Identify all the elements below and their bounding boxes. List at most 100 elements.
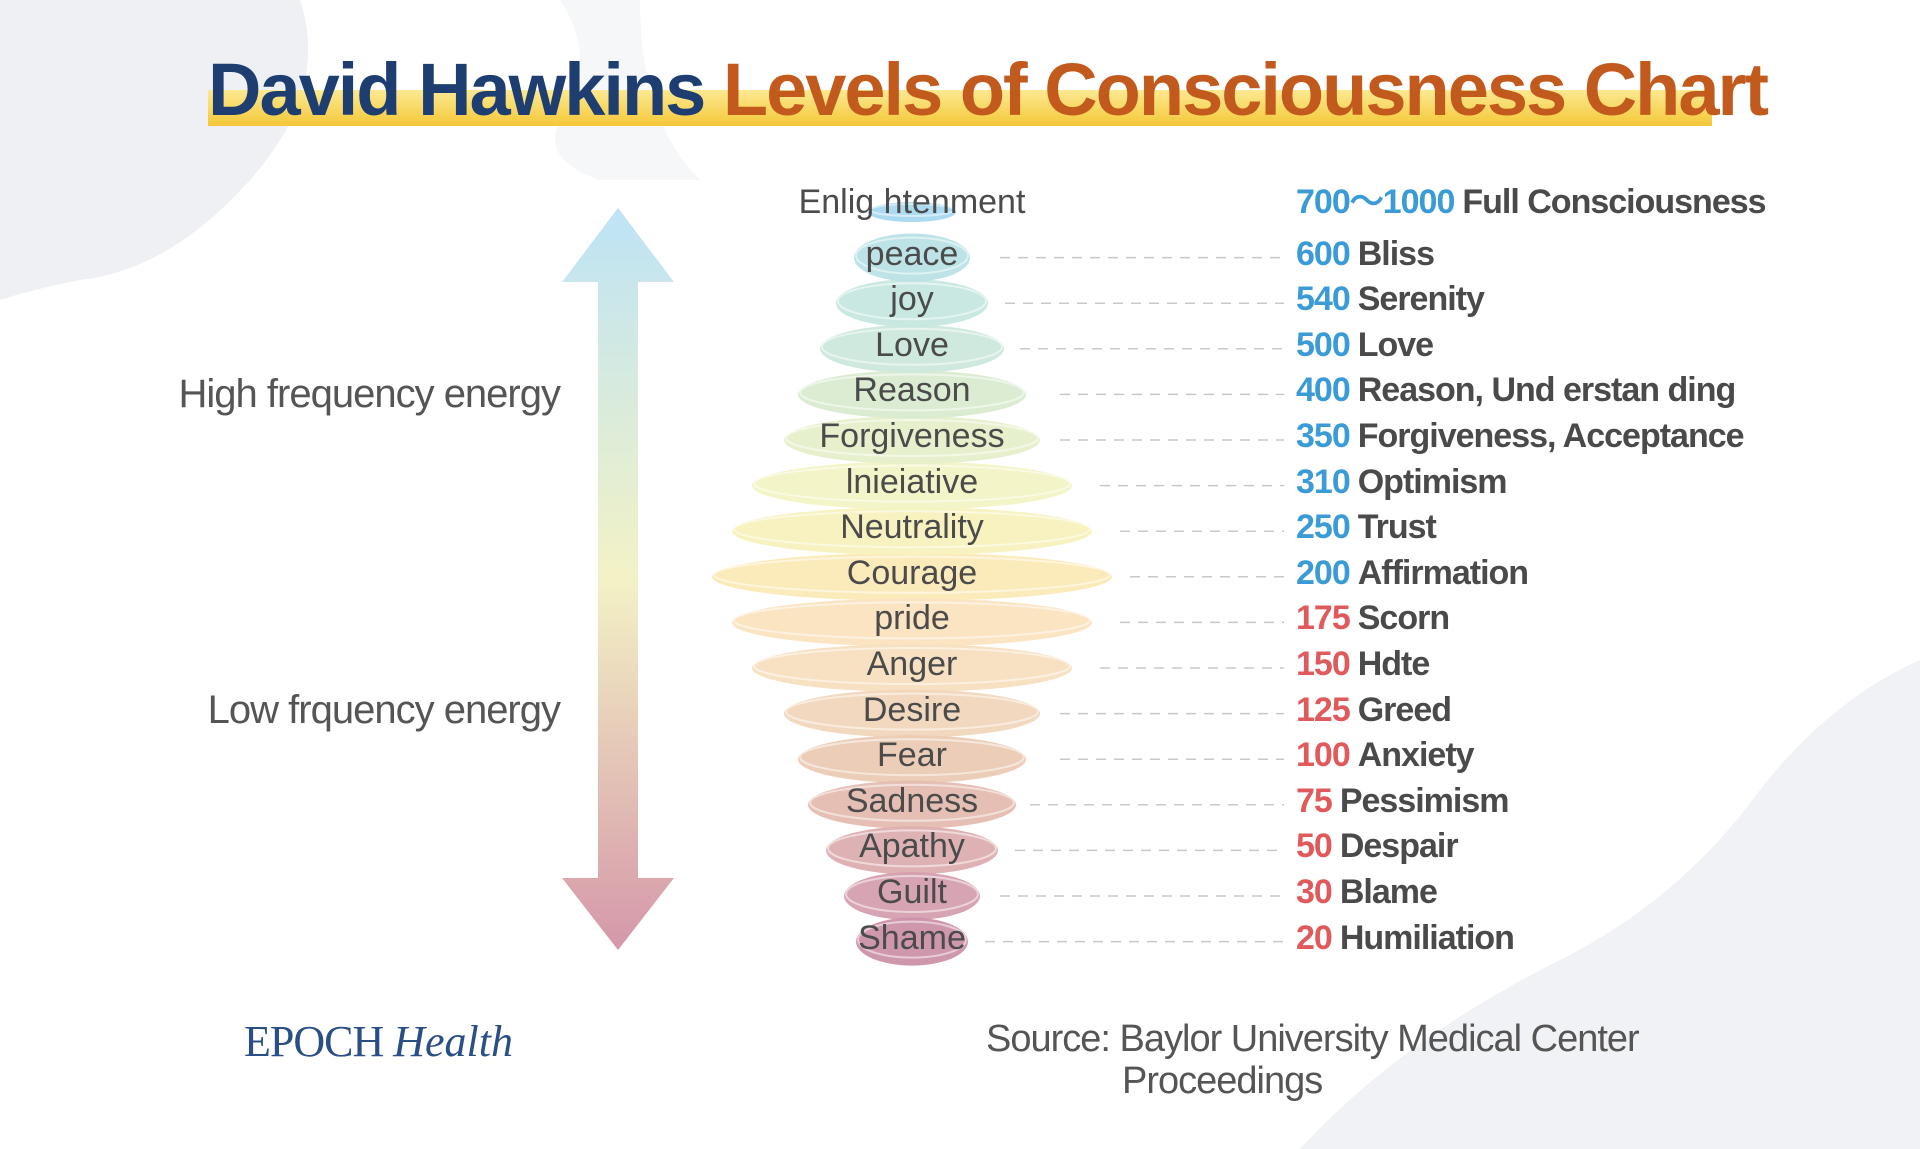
calibration-description: Despair: [1339, 827, 1459, 866]
calibration-row: 150 Hdte: [1296, 644, 1430, 684]
calibration-description: Full Consciousness: [1462, 183, 1766, 221]
calibration-row: 20 Humiliation: [1296, 918, 1515, 958]
level-disc-rim-15: [845, 875, 979, 913]
level-label: Anger: [866, 645, 958, 683]
calibration-value: 30: [1296, 873, 1333, 911]
level-label: Courage: [846, 553, 978, 592]
level-disc-14: [826, 826, 998, 875]
calibration-description: Pessimism: [1339, 781, 1510, 820]
level-disc-rim-4: [799, 373, 1025, 412]
source-credit: Source: Baylor University Medical Center…: [986, 1018, 1640, 1102]
level-disc-13: [808, 780, 1016, 829]
level-label: Neutrality: [840, 508, 984, 547]
level-disc-rim-13: [809, 783, 1015, 822]
level-label: Desire: [862, 690, 962, 729]
level-disc-rim-1: [855, 236, 969, 275]
level-label: Sadness: [845, 781, 979, 820]
calibration-row: 100 Anxiety: [1296, 735, 1475, 775]
source-line-2: Proceedings: [1122, 1060, 1323, 1102]
level-disc-rim-6: [753, 464, 1071, 503]
calibration-value: 600: [1296, 234, 1351, 273]
level-disc-3: [820, 324, 1004, 373]
title-part-2: Levels of Consciousness Chart: [722, 48, 1769, 131]
level-disc-rim-2: [837, 282, 987, 321]
calibration-value: 20: [1296, 918, 1333, 957]
calibration-row: 175 Scorn: [1296, 598, 1450, 638]
level-disc-12: [798, 735, 1026, 784]
calibration-description: Anxiety: [1357, 736, 1475, 775]
calibration-description: Reason, Und erstan ding: [1357, 371, 1736, 410]
level-disc-11: [784, 689, 1040, 738]
page-title: David Hawkins Levels of Consciousness Ch…: [208, 48, 1769, 132]
level-label: joy: [890, 280, 934, 319]
calibration-value: 150: [1296, 645, 1351, 683]
level-disc-6: [752, 461, 1072, 510]
calibration-description: Affirmation: [1357, 553, 1529, 592]
level-label: Enlig htenment: [798, 183, 1026, 221]
calibration-description: Scorn: [1357, 599, 1450, 638]
level-disc-15: [844, 872, 980, 920]
epoch-health-logo: EPOCH Health: [244, 1016, 513, 1067]
high-frequency-label: High frequency energy: [178, 372, 561, 416]
calibration-description: Bliss: [1357, 234, 1435, 273]
level-label: pride: [874, 599, 950, 638]
calibration-value: 540: [1296, 280, 1351, 319]
level-disc-2: [836, 279, 988, 328]
title-part-1: David Hawkins: [208, 48, 706, 131]
calibration-row: 600 Bliss: [1296, 234, 1435, 274]
level-label: Apathy: [859, 827, 965, 866]
level-disc-rim-11: [785, 692, 1039, 731]
calibration-row: 50 Despair: [1296, 826, 1459, 866]
level-disc-10: [752, 644, 1072, 692]
frequency-double-arrow: [562, 208, 674, 950]
calibration-row: 75 Pessimism: [1296, 781, 1509, 821]
level-disc-rim-9: [733, 601, 1091, 640]
calibration-row: 350 Forgiveness, Acceptance: [1296, 416, 1745, 456]
source-line-1: Source: Baylor University Medical Center: [986, 1018, 1640, 1060]
calibration-row: 400 Reason, Und erstan ding: [1296, 370, 1736, 410]
logo-part-1: EPOCH: [244, 1017, 384, 1066]
level-label: Love: [875, 325, 949, 364]
calibration-value: 50: [1296, 827, 1333, 866]
calibration-value: 175: [1296, 599, 1351, 638]
calibration-row: 540 Serenity: [1296, 279, 1485, 319]
calibration-value: 75: [1296, 781, 1333, 820]
level-disc-rim-8: [713, 555, 1111, 594]
level-label: Fear: [877, 736, 947, 775]
calibration-value: 400: [1296, 371, 1351, 410]
level-disc-rim-14: [827, 829, 997, 868]
calibration-description: Blame: [1339, 873, 1438, 911]
calibration-value: 310: [1296, 462, 1351, 501]
calibration-description: Love: [1357, 325, 1434, 364]
calibration-description: Forgiveness, Acceptance: [1357, 417, 1745, 455]
level-disc-9: [732, 598, 1092, 647]
level-label: Forgiveness: [819, 417, 1005, 455]
calibration-description: Greed: [1357, 690, 1452, 729]
level-disc-rim-7: [733, 510, 1091, 549]
calibration-row: 250 Trust: [1296, 507, 1437, 547]
level-disc-0: [868, 202, 956, 222]
calibration-row: 200 Affirmation: [1296, 553, 1529, 593]
calibration-description: Optimism: [1357, 462, 1508, 501]
calibration-value: 350: [1296, 417, 1351, 455]
calibration-value: 200: [1296, 553, 1351, 592]
calibration-value: 500: [1296, 325, 1351, 364]
calibration-value: 250: [1296, 508, 1351, 547]
level-disc-rim-3: [821, 327, 1003, 366]
calibration-description: Trust: [1357, 508, 1437, 547]
calibration-value: 700～1000: [1296, 183, 1455, 221]
level-disc-rim-5: [785, 419, 1039, 457]
calibration-description: Humiliation: [1339, 918, 1515, 957]
calibration-description: Serenity: [1357, 280, 1485, 319]
low-frequency-label: Low frquency energy: [207, 688, 561, 732]
calibration-row: 310 Optimism: [1296, 462, 1508, 502]
calibration-row: 700～1000 Full Consciousness: [1296, 182, 1767, 222]
level-disc-7: [732, 507, 1092, 556]
level-disc-1: [854, 233, 970, 282]
level-disc-8: [712, 552, 1112, 601]
level-disc-4: [798, 370, 1026, 419]
calibration-value: 125: [1296, 690, 1351, 729]
logo-part-2: Health: [393, 1017, 514, 1066]
title-highlight-bar: [208, 90, 1712, 126]
